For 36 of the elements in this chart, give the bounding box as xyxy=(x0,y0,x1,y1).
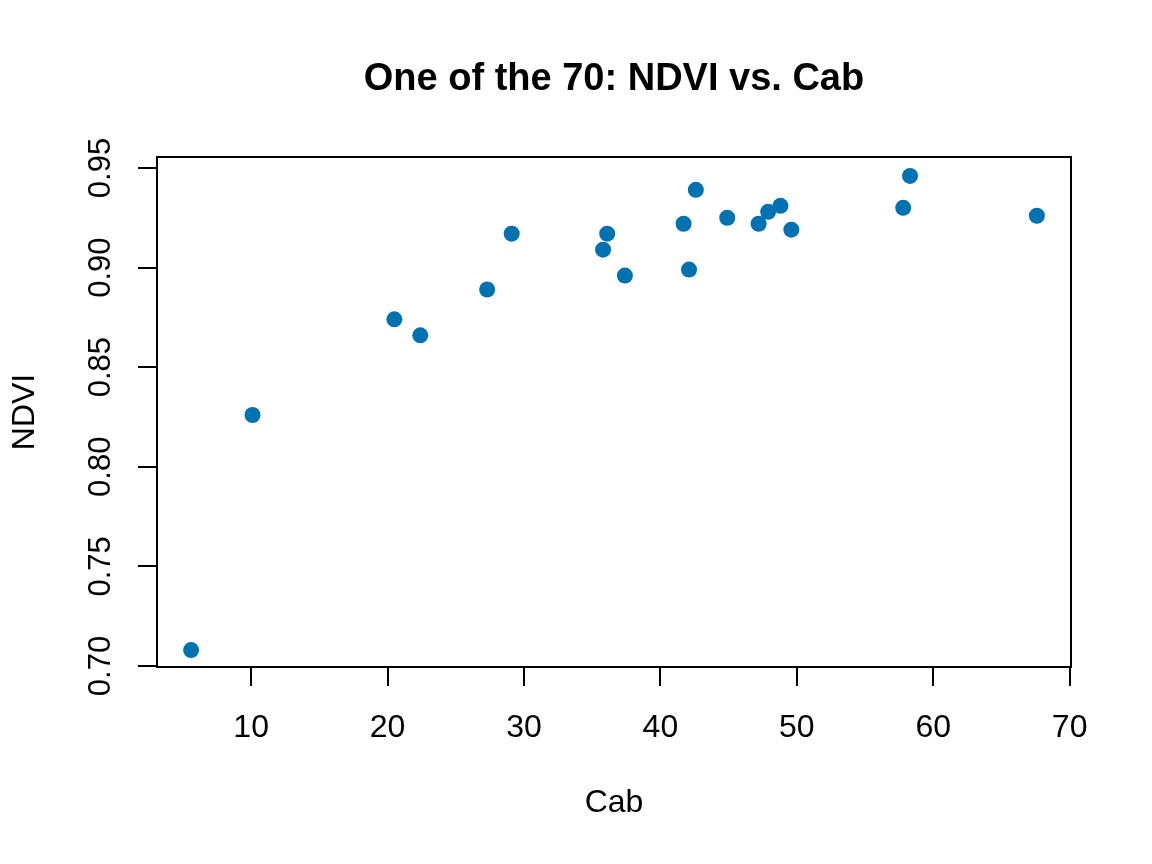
point xyxy=(902,167,919,184)
y-tick-label: 0.80 xyxy=(81,436,117,497)
x-tick-label: 60 xyxy=(915,708,952,745)
point xyxy=(616,267,633,284)
x-tick-label: 30 xyxy=(506,708,542,745)
y-tick-label: 0.70 xyxy=(81,635,117,697)
point xyxy=(760,203,777,220)
point xyxy=(772,197,789,214)
point xyxy=(183,642,200,659)
point xyxy=(599,225,616,242)
point xyxy=(681,261,698,278)
x-tick-label: 70 xyxy=(1051,708,1088,745)
point xyxy=(244,406,261,423)
point xyxy=(687,181,704,198)
chart-title: One of the 70: NDVI vs. Cab xyxy=(363,56,865,99)
x-tick-label: 10 xyxy=(233,708,269,745)
x-tick-label: 50 xyxy=(779,708,815,745)
y-tick-label: 0.75 xyxy=(81,536,117,597)
point xyxy=(719,209,736,226)
point xyxy=(595,241,612,258)
point xyxy=(503,225,520,242)
point xyxy=(783,221,800,238)
x-tick-label: 20 xyxy=(369,708,406,745)
point xyxy=(1028,207,1045,224)
y-tick-label: 0.90 xyxy=(81,237,117,298)
point xyxy=(412,327,429,344)
point xyxy=(895,199,912,216)
x-tick-label: 40 xyxy=(642,708,679,745)
point xyxy=(479,281,496,298)
y-tick-label: 0.95 xyxy=(81,137,117,199)
y-axis-title: NDVI xyxy=(4,373,41,451)
point xyxy=(750,215,767,232)
point xyxy=(386,311,403,328)
point xyxy=(675,215,692,232)
x-axis-title: Cab xyxy=(584,782,644,819)
y-tick-label: 0.85 xyxy=(81,337,117,398)
